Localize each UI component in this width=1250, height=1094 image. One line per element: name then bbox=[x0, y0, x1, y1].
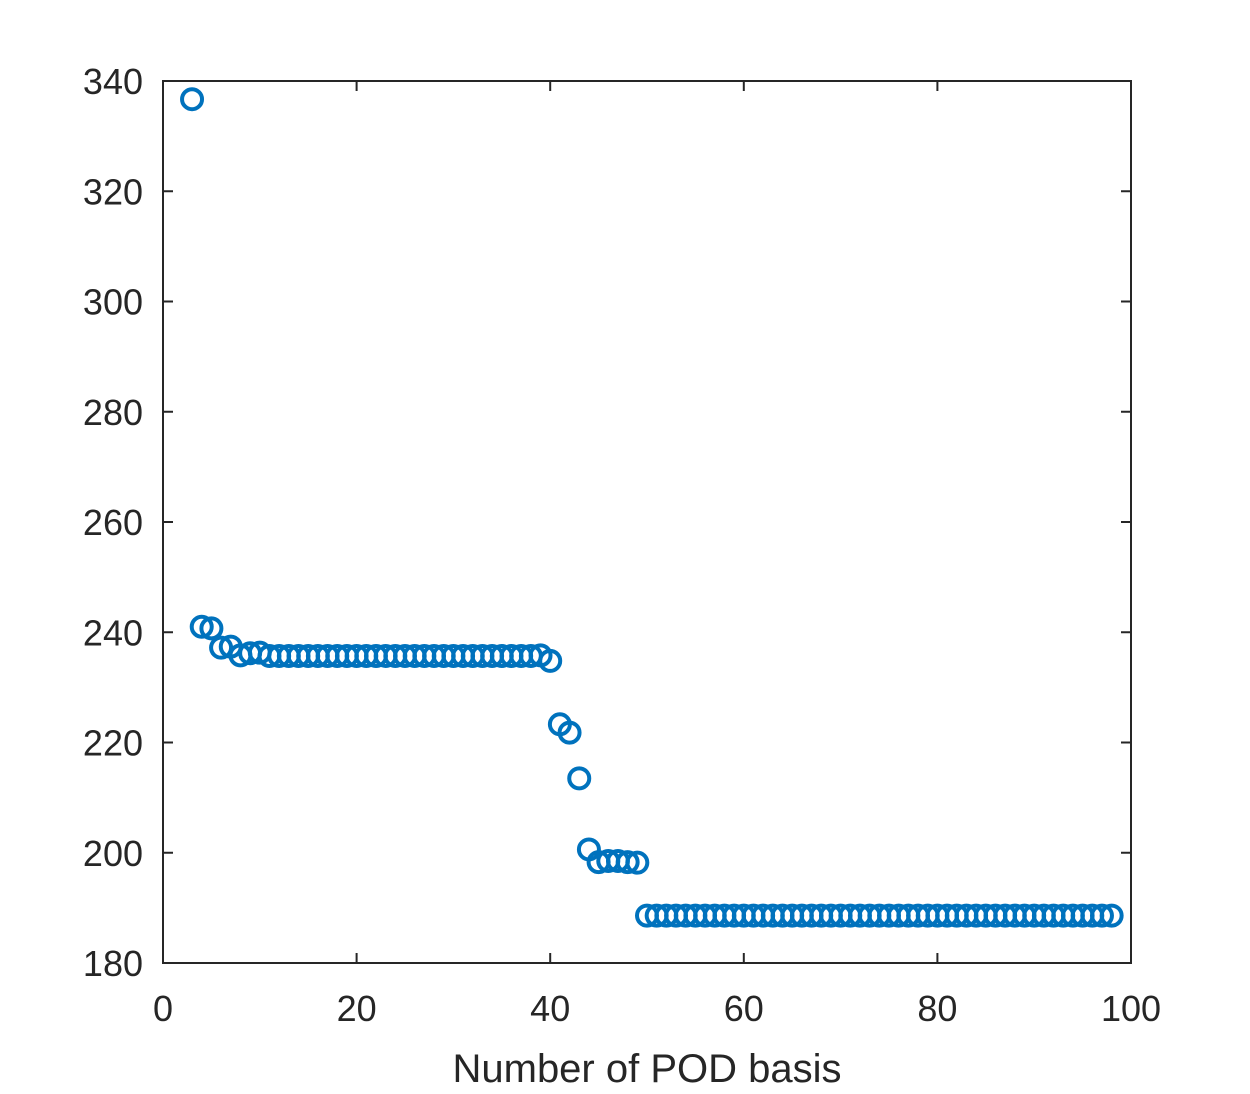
x-tick-label: 20 bbox=[337, 988, 377, 1029]
y-tick-label: 200 bbox=[83, 833, 143, 874]
y-tick-label: 280 bbox=[83, 392, 143, 433]
data-point bbox=[189, 614, 214, 639]
data-point bbox=[567, 766, 592, 791]
x-tick-label: 80 bbox=[917, 988, 957, 1029]
y-tick-label: 240 bbox=[83, 612, 143, 653]
data-point bbox=[180, 87, 205, 112]
x-tick-label: 40 bbox=[530, 988, 570, 1029]
y-tick-label: 260 bbox=[83, 502, 143, 543]
plot-area-frame bbox=[162, 80, 1132, 964]
y-tick-label: 320 bbox=[83, 171, 143, 212]
data-point bbox=[557, 720, 582, 745]
data-point bbox=[209, 635, 234, 660]
data-points bbox=[180, 87, 1124, 928]
y-tick-label: 340 bbox=[83, 61, 143, 102]
x-tick-label: 0 bbox=[153, 988, 173, 1029]
x-tick-label: 100 bbox=[1101, 988, 1161, 1029]
data-point bbox=[1099, 903, 1124, 928]
data-point bbox=[538, 648, 563, 673]
x-tick-label: 60 bbox=[724, 988, 764, 1029]
data-point bbox=[199, 616, 224, 641]
data-point bbox=[625, 850, 650, 875]
x-axis-label: Number of POD basis bbox=[452, 1047, 841, 1091]
data-point bbox=[615, 850, 640, 875]
data-point bbox=[1089, 903, 1114, 928]
y-tick-label: 300 bbox=[83, 282, 143, 323]
tick-labels: 0 20 40 60 80 100 180 200 220 240 260 280 300 320 340 bbox=[83, 61, 1161, 1029]
y-tick-label: 180 bbox=[83, 943, 143, 984]
y-tick-label: 220 bbox=[83, 723, 143, 764]
axis-ticks bbox=[162, 80, 1132, 964]
